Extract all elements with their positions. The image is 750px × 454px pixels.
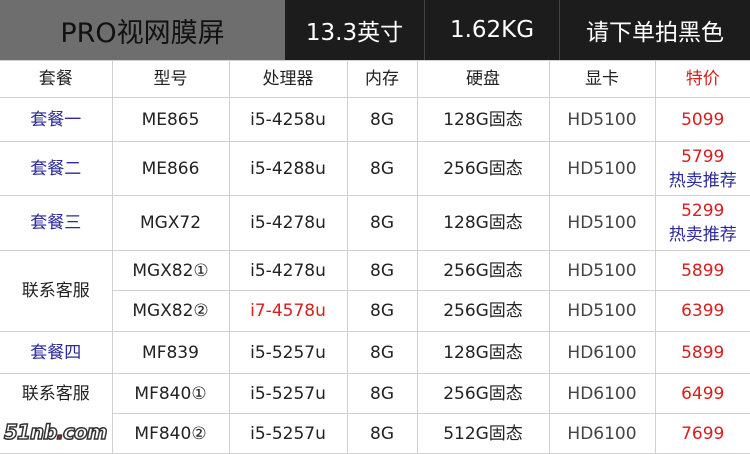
package-cell[interactable]: 联系客服: [0, 251, 112, 332]
price-cell: 6399: [655, 291, 750, 332]
ram-cell: 8G: [347, 374, 417, 414]
watermark-suffix: com: [63, 420, 106, 444]
price-cell: 5099: [655, 98, 750, 142]
disk-cell: 256G固态: [417, 251, 549, 291]
watermark-dot: .: [56, 420, 63, 444]
disk-cell: 128G固态: [417, 98, 549, 142]
hot-tag: 热卖推荐: [656, 223, 750, 247]
col-header: 显卡: [549, 61, 655, 98]
watermark-logo: 51nb.com: [4, 420, 106, 444]
col-header: 内存: [347, 61, 417, 98]
price: 5799: [656, 145, 750, 169]
price-cell: 6499: [655, 374, 750, 414]
cpu-cell: i5-5257u: [229, 374, 347, 414]
header-weight: 1.62KG: [425, 0, 560, 60]
disk-cell: 256G固态: [417, 142, 549, 196]
ram-cell: 8G: [347, 291, 417, 332]
gpu-cell: HD5100: [549, 291, 655, 332]
price: 5299: [656, 199, 750, 223]
table-row: 联系客服 MGX82① i5-4278u 8G 256G固态 HD5100 58…: [0, 251, 750, 291]
disk-cell: 256G固态: [417, 374, 549, 414]
package-cell[interactable]: 套餐二: [0, 142, 112, 196]
disk-cell: 256G固态: [417, 291, 549, 332]
gpu-cell: HD5100: [549, 251, 655, 291]
gpu-cell: HD5100: [549, 98, 655, 142]
ram-cell: 8G: [347, 142, 417, 196]
cpu-cell: i5-4258u: [229, 98, 347, 142]
col-header: 硬盘: [417, 61, 549, 98]
spec-table: 套餐 型号 处理器 内存 硬盘 显卡 特价 套餐一 ME865 i5-4258u…: [0, 60, 750, 454]
ram-cell: 8G: [347, 332, 417, 374]
table-row: 套餐二 ME866 i5-4288u 8G 256G固态 HD5100 5799…: [0, 142, 750, 196]
gpu-cell: HD6100: [549, 332, 655, 374]
col-header: 套餐: [0, 61, 112, 98]
table-row: 套餐三 MGX72 i5-4278u 8G 128G固态 HD5100 5299…: [0, 196, 750, 251]
ram-cell: 8G: [347, 196, 417, 251]
cpu-cell: i7-4578u: [229, 291, 347, 332]
model-cell: MF840①: [112, 374, 229, 414]
price-cell: 5899: [655, 251, 750, 291]
model-cell: MGX82①: [112, 251, 229, 291]
col-header: 特价: [655, 61, 750, 98]
model-cell: ME866: [112, 142, 229, 196]
ram-cell: 8G: [347, 251, 417, 291]
model-cell: MGX72: [112, 196, 229, 251]
package-cell[interactable]: 套餐三: [0, 196, 112, 251]
gpu-cell: HD5100: [549, 142, 655, 196]
disk-cell: 128G固态: [417, 196, 549, 251]
gpu-cell: HD6100: [549, 374, 655, 414]
package-cell[interactable]: 套餐四: [0, 332, 112, 374]
table-row: 套餐一 ME865 i5-4258u 8G 128G固态 HD5100 5099: [0, 98, 750, 142]
model-cell: MGX82②: [112, 291, 229, 332]
model-cell: ME865: [112, 98, 229, 142]
cpu-cell: i5-4278u: [229, 251, 347, 291]
header-size: 13.3英寸: [285, 0, 425, 60]
hot-tag: 热卖推荐: [656, 169, 750, 193]
col-header: 处理器: [229, 61, 347, 98]
model-cell: MF839: [112, 332, 229, 374]
col-header: 型号: [112, 61, 229, 98]
disk-cell: 128G固态: [417, 332, 549, 374]
cpu-cell: i5-4288u: [229, 142, 347, 196]
header-title: PRO视网膜屏: [0, 0, 285, 60]
cpu-cell: i5-4278u: [229, 196, 347, 251]
table-row: 联系客服 MF840① i5-5257u 8G 256G固态 HD6100 64…: [0, 374, 750, 414]
table-header-row: 套餐 型号 处理器 内存 硬盘 显卡 特价: [0, 61, 750, 98]
cpu-cell: i5-5257u: [229, 332, 347, 374]
package-cell[interactable]: 套餐一: [0, 98, 112, 142]
header-note: 请下单拍黑色: [560, 0, 750, 60]
table-row: MGX82② i7-4578u 8G 256G固态 HD5100 6399: [0, 291, 750, 332]
gpu-cell: HD5100: [549, 196, 655, 251]
price-cell: 5899: [655, 332, 750, 374]
ram-cell: 8G: [347, 98, 417, 142]
watermark-text: 51nb: [4, 420, 56, 444]
header-bar: PRO视网膜屏 13.3英寸 1.62KG 请下单拍黑色: [0, 0, 750, 60]
table-row: 套餐四 MF839 i5-5257u 8G 128G固态 HD6100 5899: [0, 332, 750, 374]
